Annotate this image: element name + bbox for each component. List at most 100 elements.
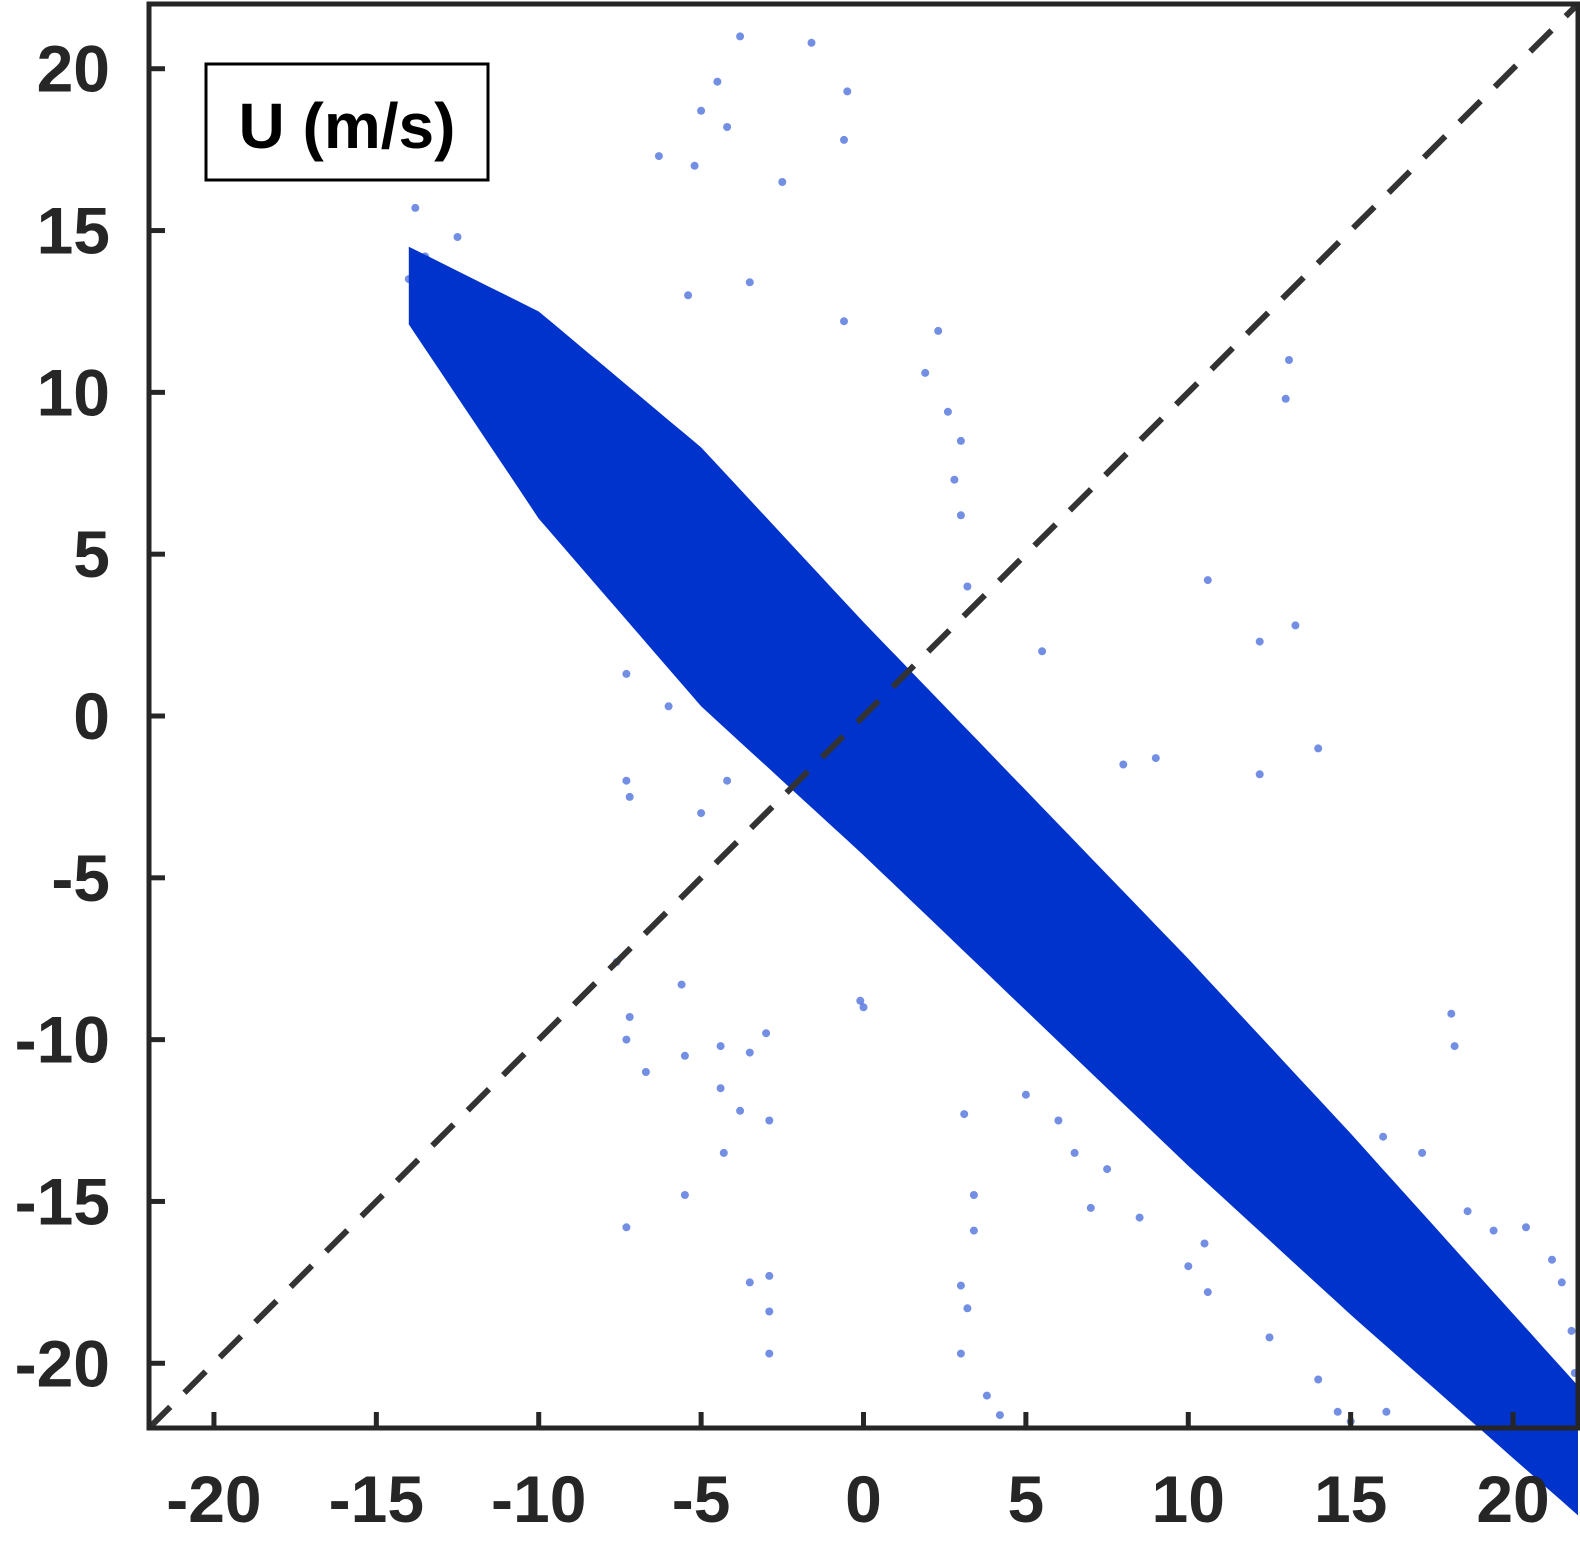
x-tick-label: -15: [329, 1462, 424, 1536]
scatter-point: [622, 669, 631, 678]
scatter-point: [840, 317, 848, 326]
scatter-point: [940, 809, 949, 818]
scatter-point: [723, 123, 732, 131]
scatter-point: [1168, 1051, 1176, 1060]
scatter-point: [713, 77, 722, 86]
scatter-point: [843, 87, 852, 96]
scatter-point: [1200, 1239, 1209, 1248]
y-tick-label: 10: [37, 355, 110, 429]
scatter-point: [995, 1411, 1004, 1420]
scatter-point: [969, 1226, 978, 1235]
scatter-point: [1492, 1375, 1501, 1384]
x-tick-label: 20: [1476, 1462, 1549, 1536]
scatter-point: [765, 1271, 774, 1280]
scatter-point: [1382, 1407, 1391, 1416]
scatter-point: [1314, 1375, 1323, 1384]
scatter-point: [625, 1013, 634, 1021]
scatter-point: [908, 776, 917, 785]
scatter-point: [840, 135, 848, 144]
scatter-point: [518, 330, 527, 339]
scatter-point: [765, 1116, 774, 1125]
scatter-point: [960, 1110, 969, 1119]
scatter-point: [1395, 1262, 1404, 1271]
scatter-point: [956, 511, 965, 520]
scatter-point: [421, 252, 430, 261]
scatter-point: [599, 404, 608, 413]
scatter-point: [963, 1304, 972, 1313]
scatter-point: [641, 1068, 650, 1076]
scatter-point: [1333, 1407, 1342, 1416]
scatter-point: [1281, 394, 1290, 403]
scatter-point: [956, 1281, 965, 1290]
scatter-point: [1330, 1213, 1339, 1222]
scatter-point: [1203, 1288, 1212, 1297]
x-tick-label: 15: [1314, 1462, 1387, 1536]
scatter-point: [859, 1003, 868, 1012]
scatter-point: [762, 1029, 771, 1038]
scatter-point: [680, 1051, 689, 1060]
scatter-point: [1447, 1009, 1456, 1018]
scatter-point: [1557, 1417, 1566, 1426]
x-axis-ticks: -20 -15 -10 -5 0 5 10 15 20: [166, 1412, 1550, 1536]
scatter-point: [778, 663, 787, 672]
scatter-point: [1460, 1326, 1469, 1335]
scatter-point: [1255, 770, 1264, 779]
scatter-point: [1255, 637, 1264, 646]
scatter-point: [680, 517, 689, 526]
scatter-point: [745, 278, 754, 287]
scatter-point: [1314, 744, 1323, 753]
scatter-point: [1463, 1207, 1472, 1216]
scatter-point: [654, 152, 663, 161]
scatter-point: [956, 1349, 965, 1358]
scatter-point: [765, 1349, 774, 1358]
scatter-point: [622, 776, 631, 785]
identity-reference-line: [146, 1, 1580, 1431]
scatter-point: [697, 106, 706, 115]
scatter-point: [716, 1042, 725, 1051]
scatter-point: [934, 326, 943, 335]
scatter-point: [982, 1391, 991, 1400]
scatter-point: [875, 744, 884, 753]
scatter-point: [807, 38, 816, 47]
scatter-point: [1285, 356, 1293, 364]
scatter-cloud: [408, 246, 1578, 1516]
scatter-point: [1038, 647, 1047, 656]
scatter-point: [1103, 970, 1112, 979]
scatter-point: [1265, 1132, 1274, 1141]
scatter-point: [1151, 754, 1160, 763]
x-tick-label: -10: [491, 1462, 586, 1536]
scatter-point: [921, 368, 930, 377]
y-tick-label: -20: [15, 1326, 110, 1400]
scatter-point: [1379, 1132, 1388, 1141]
scatter-point: [680, 1191, 689, 1199]
scatter-point: [723, 776, 732, 785]
scatter-point: [1557, 1278, 1566, 1287]
legend-frame: [204, 62, 490, 182]
y-tick-label: -5: [51, 841, 110, 915]
scatter-point: [1567, 1326, 1576, 1335]
scatter-point: [690, 161, 699, 170]
scatter-point: [1086, 1203, 1095, 1212]
scatter-point: [625, 792, 634, 801]
scatter-point: [1522, 1223, 1530, 1232]
scatter-point: [1450, 1042, 1459, 1051]
scatter-point: [745, 1278, 754, 1287]
scatter-point: [810, 695, 819, 704]
y-tick-label: -15: [15, 1164, 110, 1238]
x-tick-label: -20: [166, 1462, 261, 1536]
scatter-point: [729, 598, 738, 607]
scatter-point: [1103, 1165, 1112, 1174]
x-tick-label: -5: [672, 1462, 731, 1536]
scatter-point: [1070, 954, 1079, 963]
scatter-point: [963, 582, 972, 591]
scatter-point: [1362, 1229, 1371, 1238]
scatter-point: [677, 980, 686, 989]
scatter-point: [745, 1048, 754, 1057]
scatter-point: [697, 809, 706, 818]
scatter-point: [778, 178, 787, 186]
y-tick-label: 15: [37, 194, 110, 268]
y-tick-label: -10: [15, 1003, 110, 1077]
legend-box: U (m/s): [204, 62, 490, 182]
scatter-point: [843, 721, 852, 730]
scatter-point: [856, 996, 865, 1005]
